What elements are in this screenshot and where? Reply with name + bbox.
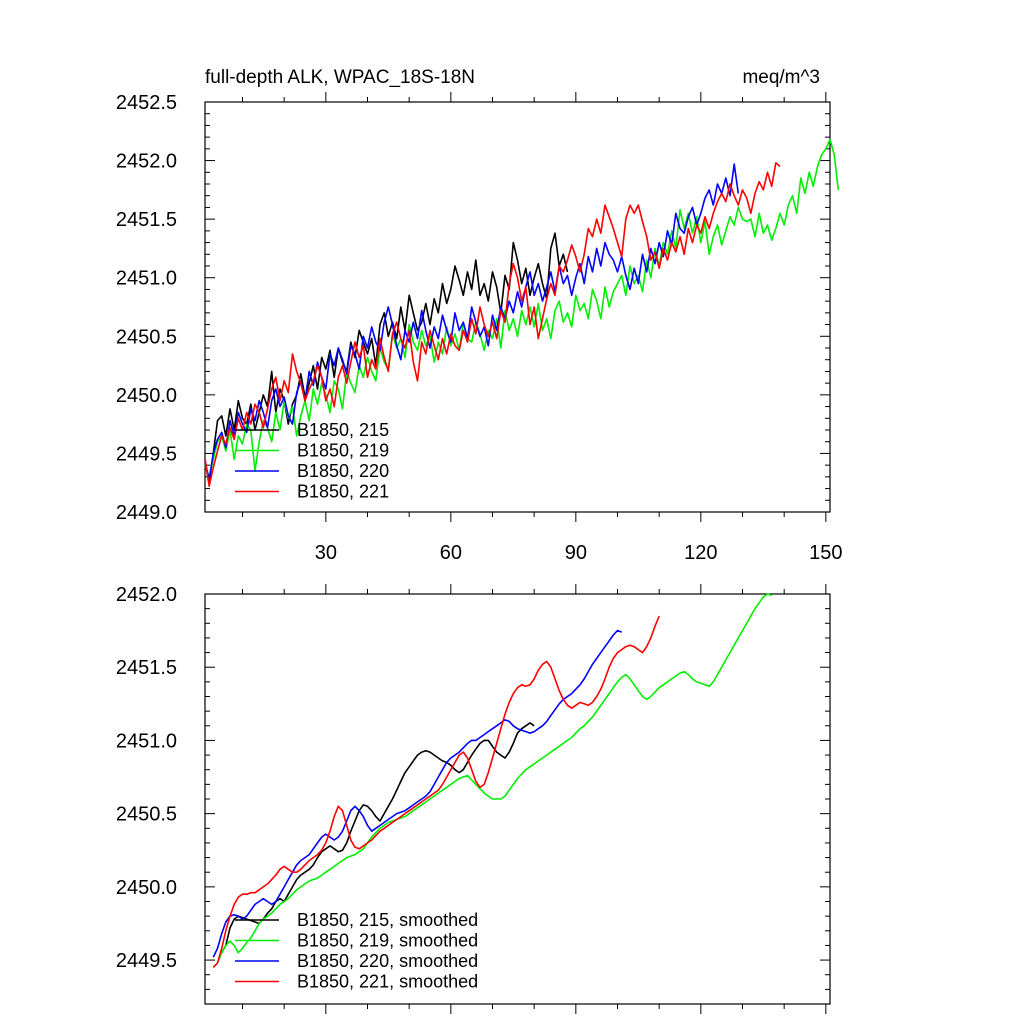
top-legend-label: B1850, 215	[297, 420, 389, 440]
bottom-legend-label: B1850, 221, smoothed	[297, 972, 478, 992]
bottom-legend-label: B1850, 215, smoothed	[297, 910, 478, 930]
top-series-line-4	[204, 162, 781, 488]
top-ytick-label: 2449.5	[116, 443, 177, 465]
bottom-series-line-3	[212, 629, 622, 958]
bottom-legend-label: B1850, 219, smoothed	[297, 931, 478, 951]
bottom-series-line-1	[221, 722, 535, 954]
top-ytick-label: 2450.5	[116, 326, 177, 348]
top-legend-label: B1850, 220	[297, 461, 389, 481]
top-plot-frame	[204, 101, 831, 513]
bottom-ytick-label: 2450.0	[116, 877, 177, 899]
bottom-ytick-label: 2450.5	[116, 804, 177, 826]
top-xtick-label: 150	[809, 542, 842, 564]
bottom-ytick-label: 2451.5	[116, 657, 177, 679]
chart-units: meq/m^3	[742, 67, 820, 88]
top-legend-label: B1850, 221	[297, 482, 389, 502]
top-ytick-label: 2452.5	[116, 92, 177, 114]
bottom-series-line-2	[212, 593, 772, 968]
bottom-ytick-label: 2451.0	[116, 730, 177, 752]
top-xtick-label: 120	[684, 542, 717, 564]
top-series-line-1	[204, 232, 569, 484]
top-xtick-label: 60	[440, 542, 462, 564]
bottom-legend-label: B1850, 220, smoothed	[297, 951, 478, 971]
top-ytick-label: 2449.0	[116, 502, 177, 524]
top-ytick-label: 2450.0	[116, 385, 177, 407]
top-ytick-label: 2452.0	[116, 151, 177, 173]
bottom-ytick-label: 2452.0	[116, 584, 177, 606]
bottom-ytick-label: 2449.5	[116, 950, 177, 972]
top-legend-label: B1850, 219	[297, 441, 389, 461]
top-ytick-label: 2451.0	[116, 268, 177, 290]
top-series-line-2	[204, 138, 840, 478]
panel-top: 2449.0 2449.5 2450.0 2450.5 2451.0 2451.5 2452…	[116, 67, 843, 564]
top-xtick-label: 30	[315, 542, 337, 564]
top-ytick-label: 2451.5	[116, 209, 177, 231]
panel-bottom: 2449.5 2450.0 2450.5 2451.0 2451.5 2452.0 B185…	[116, 584, 831, 1014]
chart-title: full-depth ALK, WPAC_18S-18N	[205, 67, 475, 88]
top-xtick-label: 90	[565, 542, 587, 564]
bottom-series-line-4	[212, 615, 660, 968]
